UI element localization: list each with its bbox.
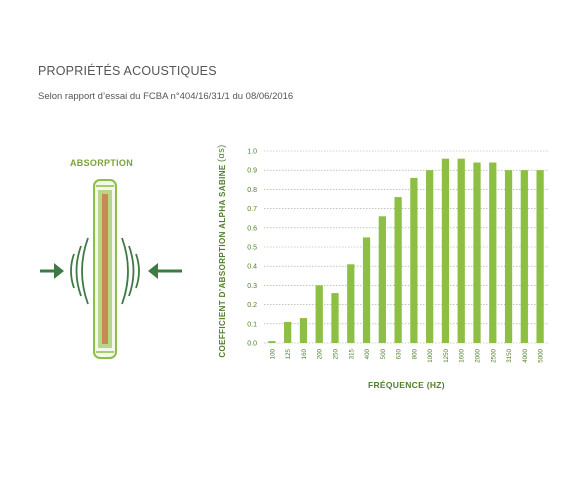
- y-tick-label: 0.5: [247, 245, 257, 252]
- x-tick-label: 160: [301, 348, 308, 359]
- page-subtitle: Selon rapport d’essai du FCBA n°404/16/3…: [38, 91, 294, 102]
- acoustic-panel-icon: [93, 179, 117, 359]
- y-tick-label: 0.4: [247, 264, 257, 271]
- bar-315: [347, 264, 355, 343]
- bar-3150: [504, 170, 513, 343]
- absorption-label: ABSORPTION: [70, 158, 134, 168]
- sound-wave-icon: [121, 237, 140, 305]
- bar-200: [315, 285, 323, 343]
- x-tick-label: 1000: [427, 348, 434, 362]
- x-tick-label: 3150: [506, 348, 513, 362]
- bar-4000: [520, 170, 528, 343]
- x-tick-label: 500: [380, 348, 387, 359]
- y-tick-label: 1.0: [247, 149, 257, 156]
- bar-2500: [489, 162, 497, 343]
- bar-250: [331, 293, 339, 343]
- bar-800: [410, 177, 418, 343]
- page-title: PROPRIÉTÉS ACOUSTIQUES: [38, 64, 217, 78]
- x-tick-label: 200: [317, 348, 324, 359]
- bar-160: [299, 318, 308, 343]
- x-tick-label: 2000: [475, 348, 482, 362]
- arrow-right-icon: [40, 263, 64, 279]
- y-tick-label: 0.2: [247, 302, 257, 309]
- bar-1250: [441, 158, 450, 343]
- y-tick-label: 0.8: [247, 187, 257, 194]
- y-tick-label: 0.3: [247, 283, 257, 290]
- y-tick-label: 0.9: [247, 168, 257, 175]
- x-tick-label: 2500: [490, 348, 497, 362]
- bar-1600: [457, 158, 465, 343]
- x-tick-label: 1250: [443, 348, 450, 362]
- bar-630: [394, 197, 402, 343]
- x-tick-label: 400: [364, 348, 371, 359]
- bar-100: [268, 341, 276, 343]
- x-tick-label: 800: [411, 348, 418, 359]
- x-tick-label: 250: [333, 348, 340, 359]
- x-tick-label: 1600: [459, 348, 466, 362]
- arrow-left-icon: [148, 263, 182, 279]
- x-axis-label: FRÉQUENCE (HZ): [368, 380, 445, 390]
- x-tick-label: 5000: [538, 348, 545, 362]
- y-tick-label: 0.0: [247, 341, 257, 348]
- bar-2000: [473, 162, 481, 343]
- y-tick-label: 0.6: [247, 225, 257, 232]
- bar-1000: [426, 170, 434, 343]
- y-tick-label: 0.7: [247, 206, 257, 213]
- x-tick-label: 4000: [522, 348, 529, 362]
- x-tick-label: 630: [396, 348, 403, 359]
- absorption-illustration: [40, 179, 182, 359]
- x-tick-label: 125: [285, 348, 292, 359]
- x-tick-label: 315: [348, 348, 355, 359]
- bar-400: [362, 237, 371, 343]
- bar-500: [378, 216, 386, 343]
- x-tick-label: 100: [269, 348, 276, 359]
- y-tick-label: 0.1: [247, 321, 257, 328]
- bar-5000: [536, 170, 544, 343]
- bar-125: [284, 321, 292, 343]
- sound-wave-icon: [70, 237, 89, 305]
